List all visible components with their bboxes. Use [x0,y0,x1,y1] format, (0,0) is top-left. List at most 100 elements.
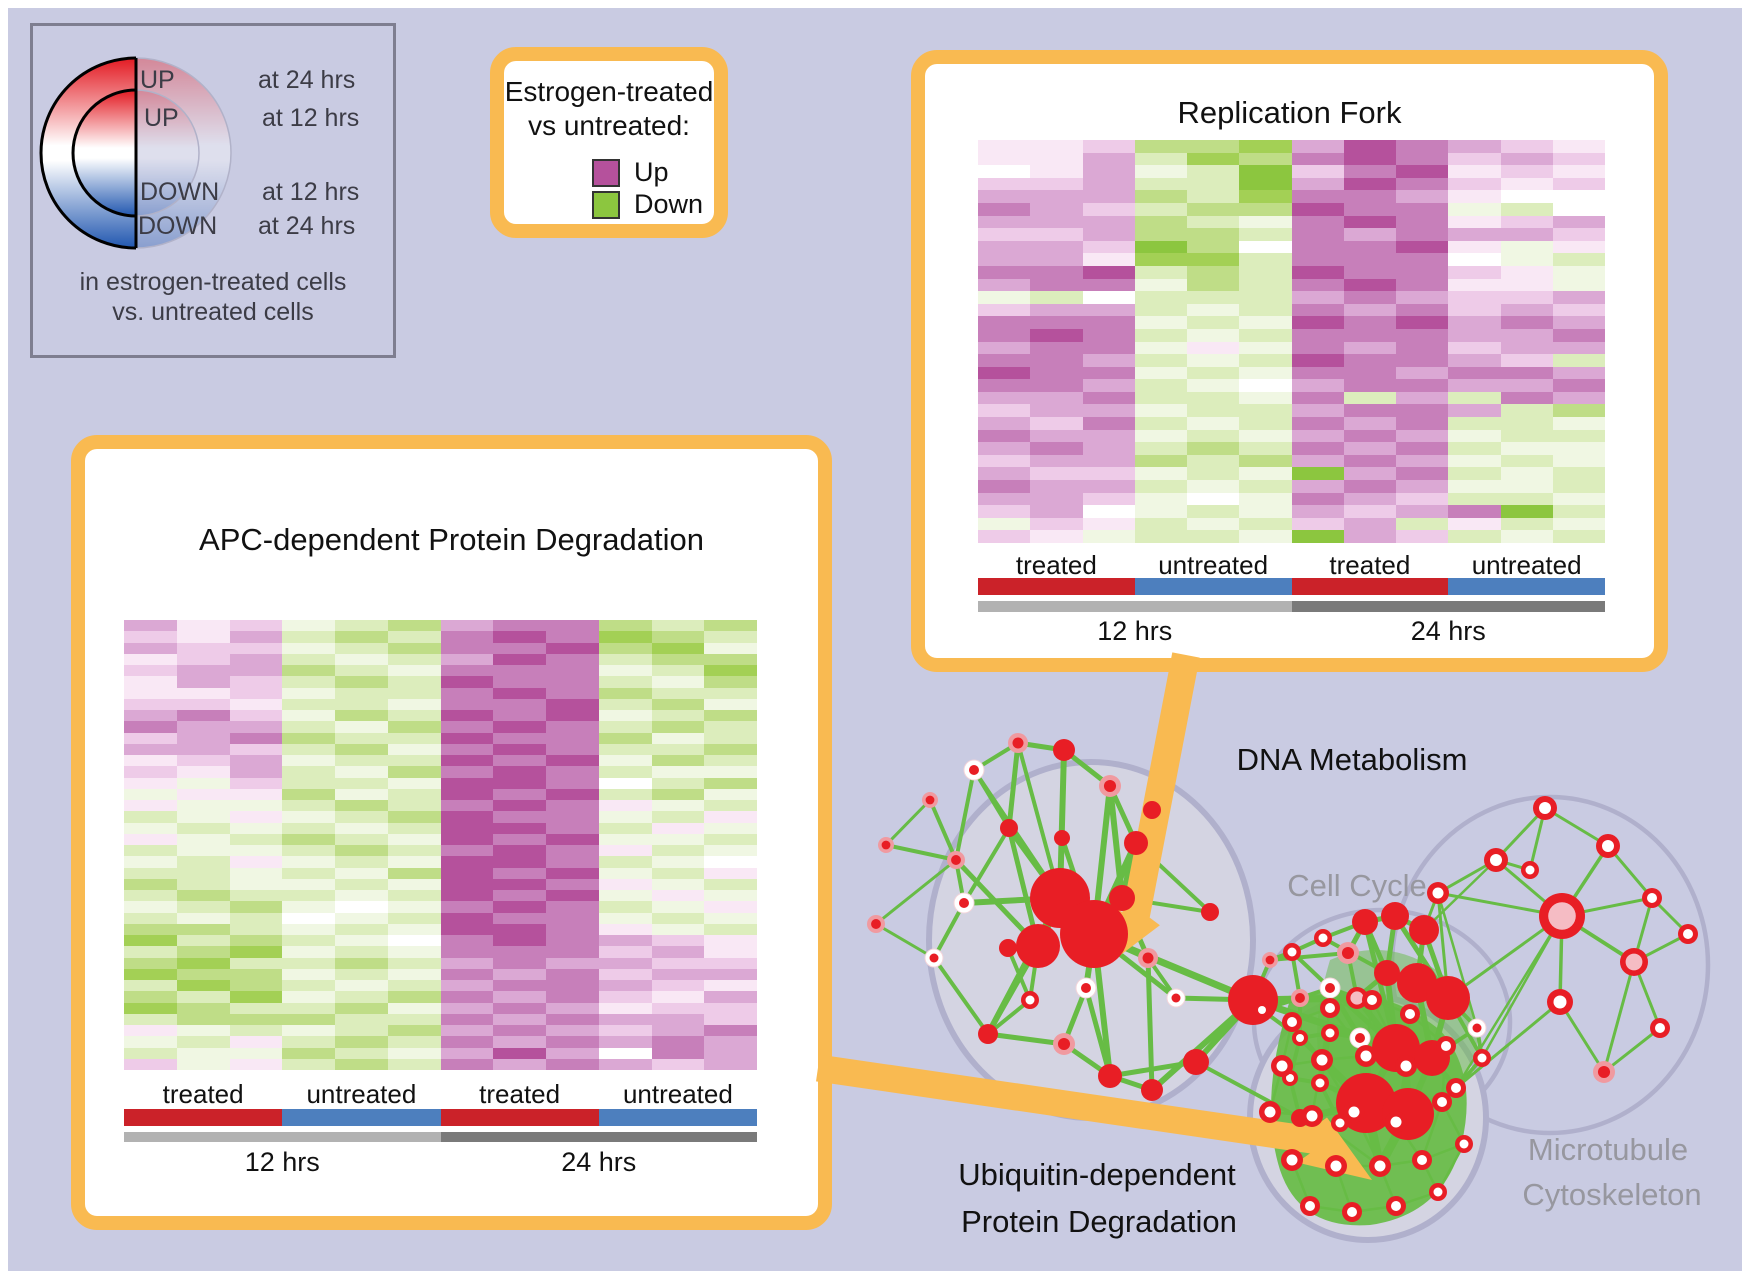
heatmap-cell [493,991,546,1003]
heatmap-cell [1396,391,1449,405]
heatmap-cell [1500,492,1553,506]
heatmap-cell [124,665,177,677]
heatmap-cell [229,980,283,992]
heatmap-cell [1030,291,1083,304]
heatmap-cell [704,1002,757,1014]
heatmap-cell [1343,240,1396,254]
legend-down-12-dir: DOWN [140,178,220,206]
heatmap-cell [282,665,335,677]
heatmap-cell [335,620,388,632]
heatmap-cell [1030,140,1083,153]
heatmap-cell [651,1025,705,1037]
heatmap-cell [282,856,335,868]
heatmap-cell [1448,341,1501,355]
heatmap-cell [704,901,757,913]
heatmap-cell [229,811,283,823]
heatmap-cell [651,1002,705,1014]
heatmap-cell [546,631,599,643]
heatmap-cell [124,991,177,1003]
heatmap-cell [1239,278,1292,292]
heatmap-cell [598,642,652,654]
heatmap-cell [1291,240,1344,254]
heatmap-cell [335,811,388,823]
heatmap-cell [1343,505,1396,518]
heatmap-cell [176,1047,230,1059]
heatmap-cell [282,721,335,733]
heatmap-cell [704,631,757,643]
heatmap-cell [229,755,283,767]
heatmap-cell [1291,341,1344,355]
heatmap-cell [1134,228,1187,241]
legend-caption-line1: in estrogen-treated cells [79,268,347,296]
heatmap-cell [1500,517,1553,531]
heatmap-cell [704,665,757,677]
heatmap-cell [124,901,177,913]
heatmap-cell [387,1036,441,1048]
heatmap-cell [651,991,705,1003]
heatmap-cell [598,935,652,947]
heatmap-cell [598,901,652,913]
heatmap-cell [1134,417,1187,430]
duration-bar-segment [124,1132,441,1142]
heatmap-cell [493,923,546,935]
heatmap-cell [440,935,494,947]
heatmap-cell [1343,442,1396,455]
duration-bar-segment [440,1132,757,1142]
heatmap-cell [229,777,283,789]
heatmap-cell [229,665,283,677]
heatmap-cell [1343,328,1396,342]
heatmap-cell [176,687,230,699]
heatmap-cell [704,710,757,722]
heatmap-cell [704,968,757,980]
heatmap-cell [1448,530,1501,543]
heatmap-cell [440,867,494,879]
replication-fork-heatmap [978,140,1605,543]
heatmap-cell [651,878,705,890]
heatmap-cell [229,687,283,699]
heatmap-cell [493,845,546,857]
heatmap-cell [1552,417,1605,430]
heatmap-cell [229,698,283,710]
heatmap-cell [1030,417,1083,430]
heatmap-cell [598,676,652,688]
heatmap-cell [978,467,1031,481]
heatmap-cell [229,1013,283,1025]
heatmap-cell [387,867,441,879]
heatmap-cell [124,766,177,778]
heatmap-cell [704,698,757,710]
heatmap-cell [651,1058,705,1070]
heatmap-cell [546,721,599,733]
heatmap-cell [387,1058,441,1070]
heatmap-cell [282,766,335,778]
heatmap-cell [546,890,599,902]
heatmap-cell [493,732,546,744]
heatmap-cell [124,620,177,632]
heatmap-cell [1187,202,1240,216]
condition-bar-segment [978,578,1135,595]
heatmap-cell [1239,202,1292,216]
heatmap-cell [978,140,1031,153]
heatmap-cell [176,1058,230,1070]
heatmap-cell [1187,341,1240,355]
heatmap-cell [335,743,388,755]
heatmap-cell [229,946,283,958]
heatmap-cell [1343,467,1396,481]
heatmap-cell [1291,165,1344,178]
heatmap-cell [1291,253,1344,266]
heatmap-cell [1396,278,1449,292]
heatmap-cell [1239,492,1292,506]
heatmap-cell [1239,341,1292,355]
heatmap-cell [978,328,1031,342]
heatmap-cell [1552,265,1605,279]
heatmap-cell [1030,467,1083,481]
heatmap-cell [1030,454,1083,468]
heatmap-cell [335,912,388,924]
heatmap-cell [546,1013,599,1025]
heatmap-cell [1134,454,1187,468]
heatmap-cell [651,890,705,902]
heatmap-cell [493,912,546,924]
heatmap-cell [387,935,441,947]
heatmap-cell [978,303,1031,317]
heatmap-cell [1082,303,1135,317]
heatmap-cell [1448,391,1501,405]
